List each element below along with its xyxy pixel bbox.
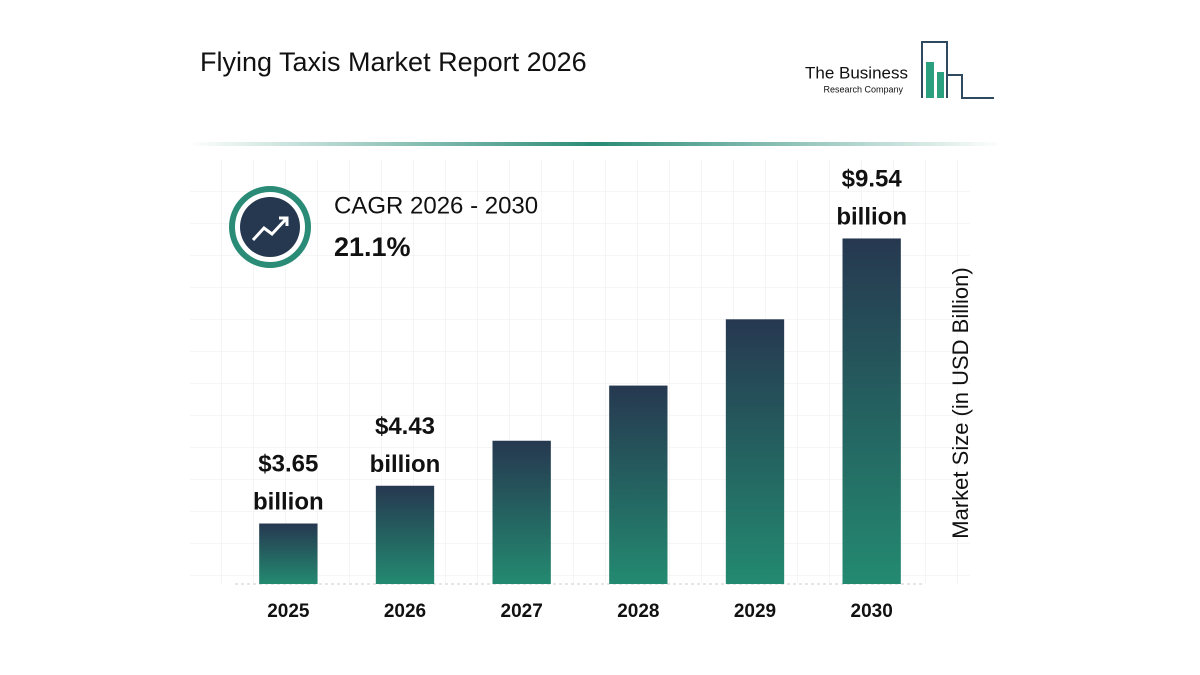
data-label: $3.65 billion xyxy=(253,451,324,516)
x-tick-label: 2030 xyxy=(851,601,893,622)
x-tick-label: 2028 xyxy=(617,601,659,622)
x-tick-label: 2025 xyxy=(267,601,310,622)
bar xyxy=(492,440,551,584)
logo-text: The Business xyxy=(805,63,908,82)
cagr-value: 21.1% xyxy=(334,232,411,262)
data-label: $4.43 billion xyxy=(370,413,441,478)
bar xyxy=(375,485,435,584)
logo: The Business Research Company xyxy=(805,41,994,99)
x-tick-label: 2029 xyxy=(734,601,776,622)
logo-subtext: Research Company xyxy=(823,84,903,94)
bar xyxy=(725,319,785,584)
bar xyxy=(259,523,318,584)
divider xyxy=(188,142,1003,146)
bar xyxy=(609,385,668,584)
data-label: $9.54 billion xyxy=(836,166,907,231)
bar xyxy=(842,238,901,584)
chart-title: Flying Taxis Market Report 2026 xyxy=(200,47,587,77)
y-axis-label: Market Size (in USD Billion) xyxy=(948,267,973,538)
grid-background xyxy=(190,160,970,584)
x-tick-label: 2027 xyxy=(501,601,543,622)
cagr-icon xyxy=(229,186,311,268)
cagr-label: CAGR 2026 - 2030 xyxy=(334,192,538,219)
x-tick-label: 2026 xyxy=(384,601,426,622)
